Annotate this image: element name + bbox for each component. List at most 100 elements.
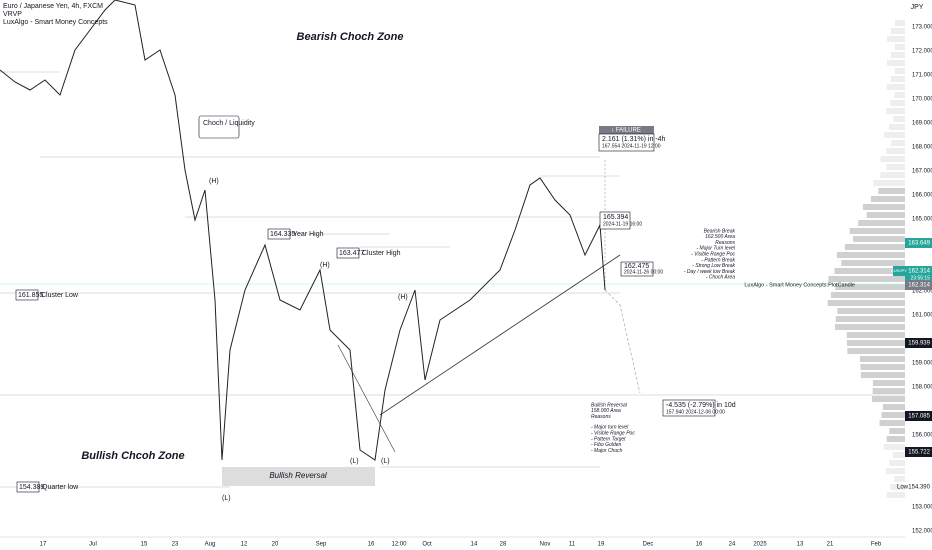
price-tag (905, 411, 932, 421)
note: - Visible Range Poc (591, 431, 635, 437)
level-price: 164.335 (270, 231, 295, 238)
time-tick: 15 (141, 542, 148, 548)
price-tag-text: 162.314 (908, 269, 930, 275)
time-tick: Dec (643, 542, 654, 548)
failure-header (599, 126, 654, 134)
profile-bar (885, 468, 905, 474)
time-tick: Nov (540, 542, 551, 548)
profile-bar (831, 292, 905, 298)
profile-bar (889, 460, 905, 466)
profile-bar (884, 132, 905, 138)
profile-bar (886, 36, 905, 42)
profile-bar (894, 92, 905, 98)
profile-bar (853, 236, 905, 242)
price-tag (905, 266, 932, 282)
price-tag (905, 338, 932, 348)
note: - Fibo Golden (591, 442, 622, 448)
time-tick: Oct (422, 542, 432, 548)
profile-bar (894, 20, 905, 26)
level-price: 154.389 (19, 484, 44, 491)
time-tick: 24 (729, 542, 736, 548)
price-box (599, 211, 631, 230)
price-tag-text: 159.939 (908, 341, 930, 347)
note: - Pattern Break (701, 257, 735, 263)
price-tick: 168.000 (912, 145, 932, 151)
profile-bar (880, 156, 905, 162)
price-tick: 165.000 (912, 217, 932, 223)
time-tick: 13 (797, 542, 804, 548)
swing-label: (H) (398, 294, 408, 301)
date: 2024-11-19 16:00 (603, 221, 642, 227)
profile-bar (837, 308, 905, 314)
time-tick: 2025 (753, 542, 767, 548)
time-tick: Jul (89, 542, 97, 548)
note: - Day / week low Break (684, 269, 736, 275)
drawings (0, 0, 905, 488)
profile-bar (879, 420, 905, 426)
failure-text: 2.161 (1.31%) in -4h (602, 136, 666, 143)
profile-bar (860, 364, 905, 370)
plot-tag (905, 280, 932, 290)
time-tick: 16 (696, 542, 703, 548)
price-box (620, 261, 654, 277)
time-tick: Sep (316, 542, 327, 548)
timer: 23:55:15 (911, 275, 931, 281)
profile-bar (886, 84, 905, 90)
price-tag (905, 482, 932, 492)
profile-bar (886, 492, 905, 498)
note: - Major Choch (591, 448, 623, 454)
price-tick: 156.000 (912, 433, 932, 439)
symbol: EURJPY (891, 268, 907, 273)
failure-title: ↓ FAILURE (611, 128, 641, 134)
profile-bar (827, 300, 905, 306)
price-tag-text: 154.390 (908, 485, 930, 491)
symbol-tag (893, 266, 905, 276)
profile-bar (894, 44, 905, 50)
note: Bearish Break (704, 228, 736, 234)
profile-bar (847, 348, 905, 354)
price-tick: 167.000 (912, 169, 932, 175)
target-box (662, 399, 716, 417)
price-tag (905, 447, 932, 457)
volume-profile (827, 20, 905, 498)
swing-label: (L) (350, 458, 359, 465)
plot-price: 162.314 (908, 283, 930, 289)
level-label: Cluster Low (41, 292, 79, 299)
profile-bar (890, 52, 905, 58)
note: 158.000 Area (591, 408, 621, 414)
price-tick: 172.000 (912, 49, 932, 55)
indicator: VRVP (3, 11, 22, 18)
profile-bar (836, 252, 905, 258)
price-tag-text: 163.649 (908, 241, 930, 247)
swing-label: (L) (222, 495, 231, 502)
time-tick: 28 (500, 542, 507, 548)
time-tick: Aug (205, 542, 216, 548)
profile-bar (890, 28, 905, 34)
level-box (15, 289, 39, 301)
profile-bar (878, 188, 905, 194)
time-tick: 20 (272, 542, 279, 548)
profile-bar (890, 484, 905, 490)
profile-bar (889, 428, 905, 434)
level-label: Quarter low (42, 484, 79, 491)
price-tick: 161.000 (912, 313, 932, 319)
note: Reasons (715, 240, 735, 246)
time-tick: 19 (598, 542, 605, 548)
time-tick: Feb (871, 542, 882, 548)
note: - Major turn level (591, 425, 629, 431)
profile-bar (885, 108, 905, 114)
swing-label: (L) (381, 458, 390, 465)
level-box (267, 228, 291, 240)
profile-bar (872, 380, 905, 386)
time-tick: 16 (368, 542, 375, 548)
price: 165.394 (603, 214, 628, 221)
profile-bar (873, 180, 905, 186)
price-tick: 169.000 (912, 121, 932, 127)
profile-bar (844, 244, 905, 250)
plot-label: LuxAlgo - Smart Money Concepts:PlotCandl… (744, 282, 855, 288)
target-text: -4.535 (-2.79%) in 10d (666, 402, 736, 409)
profile-bar (892, 452, 905, 458)
note: Reasons (591, 414, 611, 420)
indicator: LuxAlgo - Smart Money Concepts (3, 19, 108, 26)
